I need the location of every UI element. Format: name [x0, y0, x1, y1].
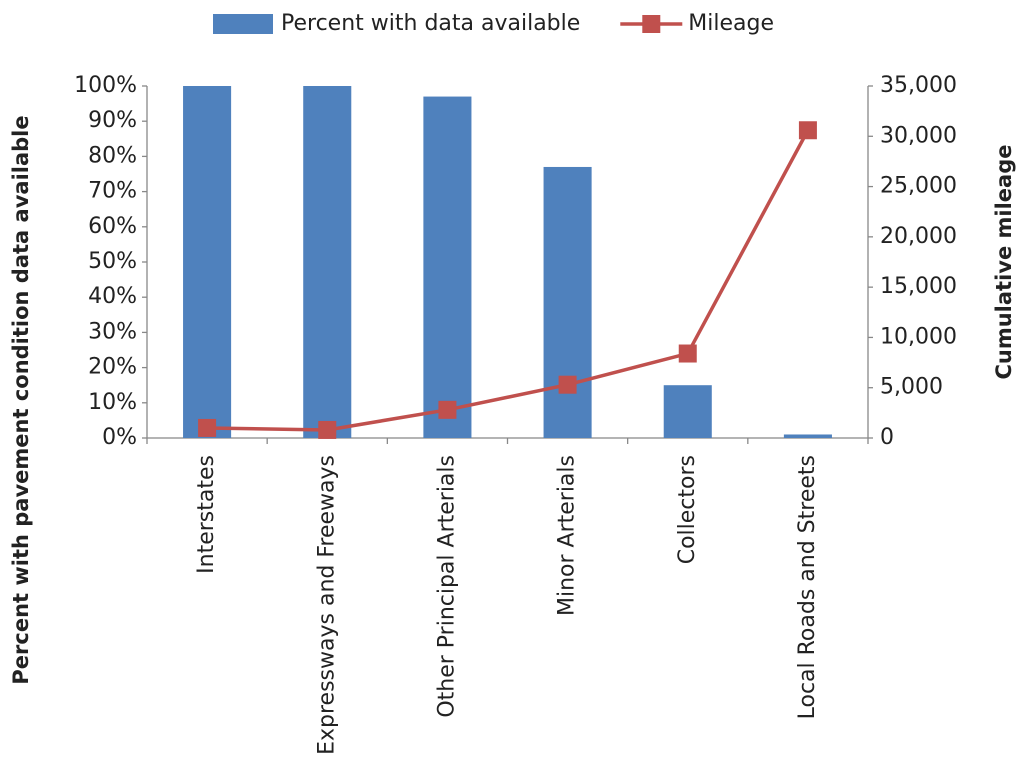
line — [207, 129, 810, 432]
marker — [198, 418, 217, 437]
bar — [183, 86, 232, 438]
y2-tick-label: 25,000 — [880, 174, 957, 199]
bar — [303, 86, 352, 438]
y-tick-label: 80% — [88, 143, 137, 168]
marker — [558, 375, 577, 394]
y-tick-label: 0% — [102, 425, 137, 450]
y2-tick-label: 5,000 — [880, 375, 943, 400]
marker — [678, 344, 697, 363]
bar — [543, 166, 592, 438]
y-tick-label: 40% — [88, 284, 137, 309]
marker — [798, 121, 817, 140]
legend-label: Percent with data available — [281, 11, 580, 36]
y-tick-label: 60% — [88, 214, 137, 239]
y2-tick-label: 20,000 — [880, 224, 957, 249]
legend-swatch — [642, 15, 661, 33]
y-tick-label: 90% — [88, 108, 137, 133]
y2-tick-label: 15,000 — [880, 274, 957, 299]
marker — [318, 420, 337, 439]
x-tick-label: Local Roads and Streets — [795, 455, 820, 719]
y-tick-label: 70% — [88, 179, 137, 204]
y2-tick-label: 0 — [880, 425, 894, 450]
y2-tick-label: 10,000 — [880, 324, 957, 349]
x-tick-label: Expressways and Freeways — [314, 455, 339, 755]
x-tick-label: Other Principal Arterials — [434, 455, 459, 718]
y-tick-label: 10% — [88, 390, 137, 415]
x-tick-label: Minor Arterials — [555, 455, 580, 616]
y2-tick-label: 35,000 — [880, 73, 957, 98]
legend-swatch — [213, 14, 273, 34]
y2-tick-label: 30,000 — [880, 123, 957, 148]
y-tick-label: 30% — [88, 319, 137, 344]
x-tick-label: Interstates — [194, 455, 219, 574]
y-tick-label: 100% — [74, 73, 137, 98]
bar — [783, 434, 832, 438]
y-tick-label: 20% — [88, 355, 137, 380]
y-tick-label: 50% — [88, 249, 137, 274]
bar — [663, 385, 712, 438]
marker — [438, 400, 457, 419]
legend-label: Mileage — [688, 11, 774, 36]
x-tick-label: Collectors — [675, 455, 700, 564]
bar — [423, 96, 472, 438]
y2-axis-title: Cumulative mileage — [992, 144, 1016, 379]
y-axis-title: Percent with pavement condition data ava… — [9, 115, 33, 684]
